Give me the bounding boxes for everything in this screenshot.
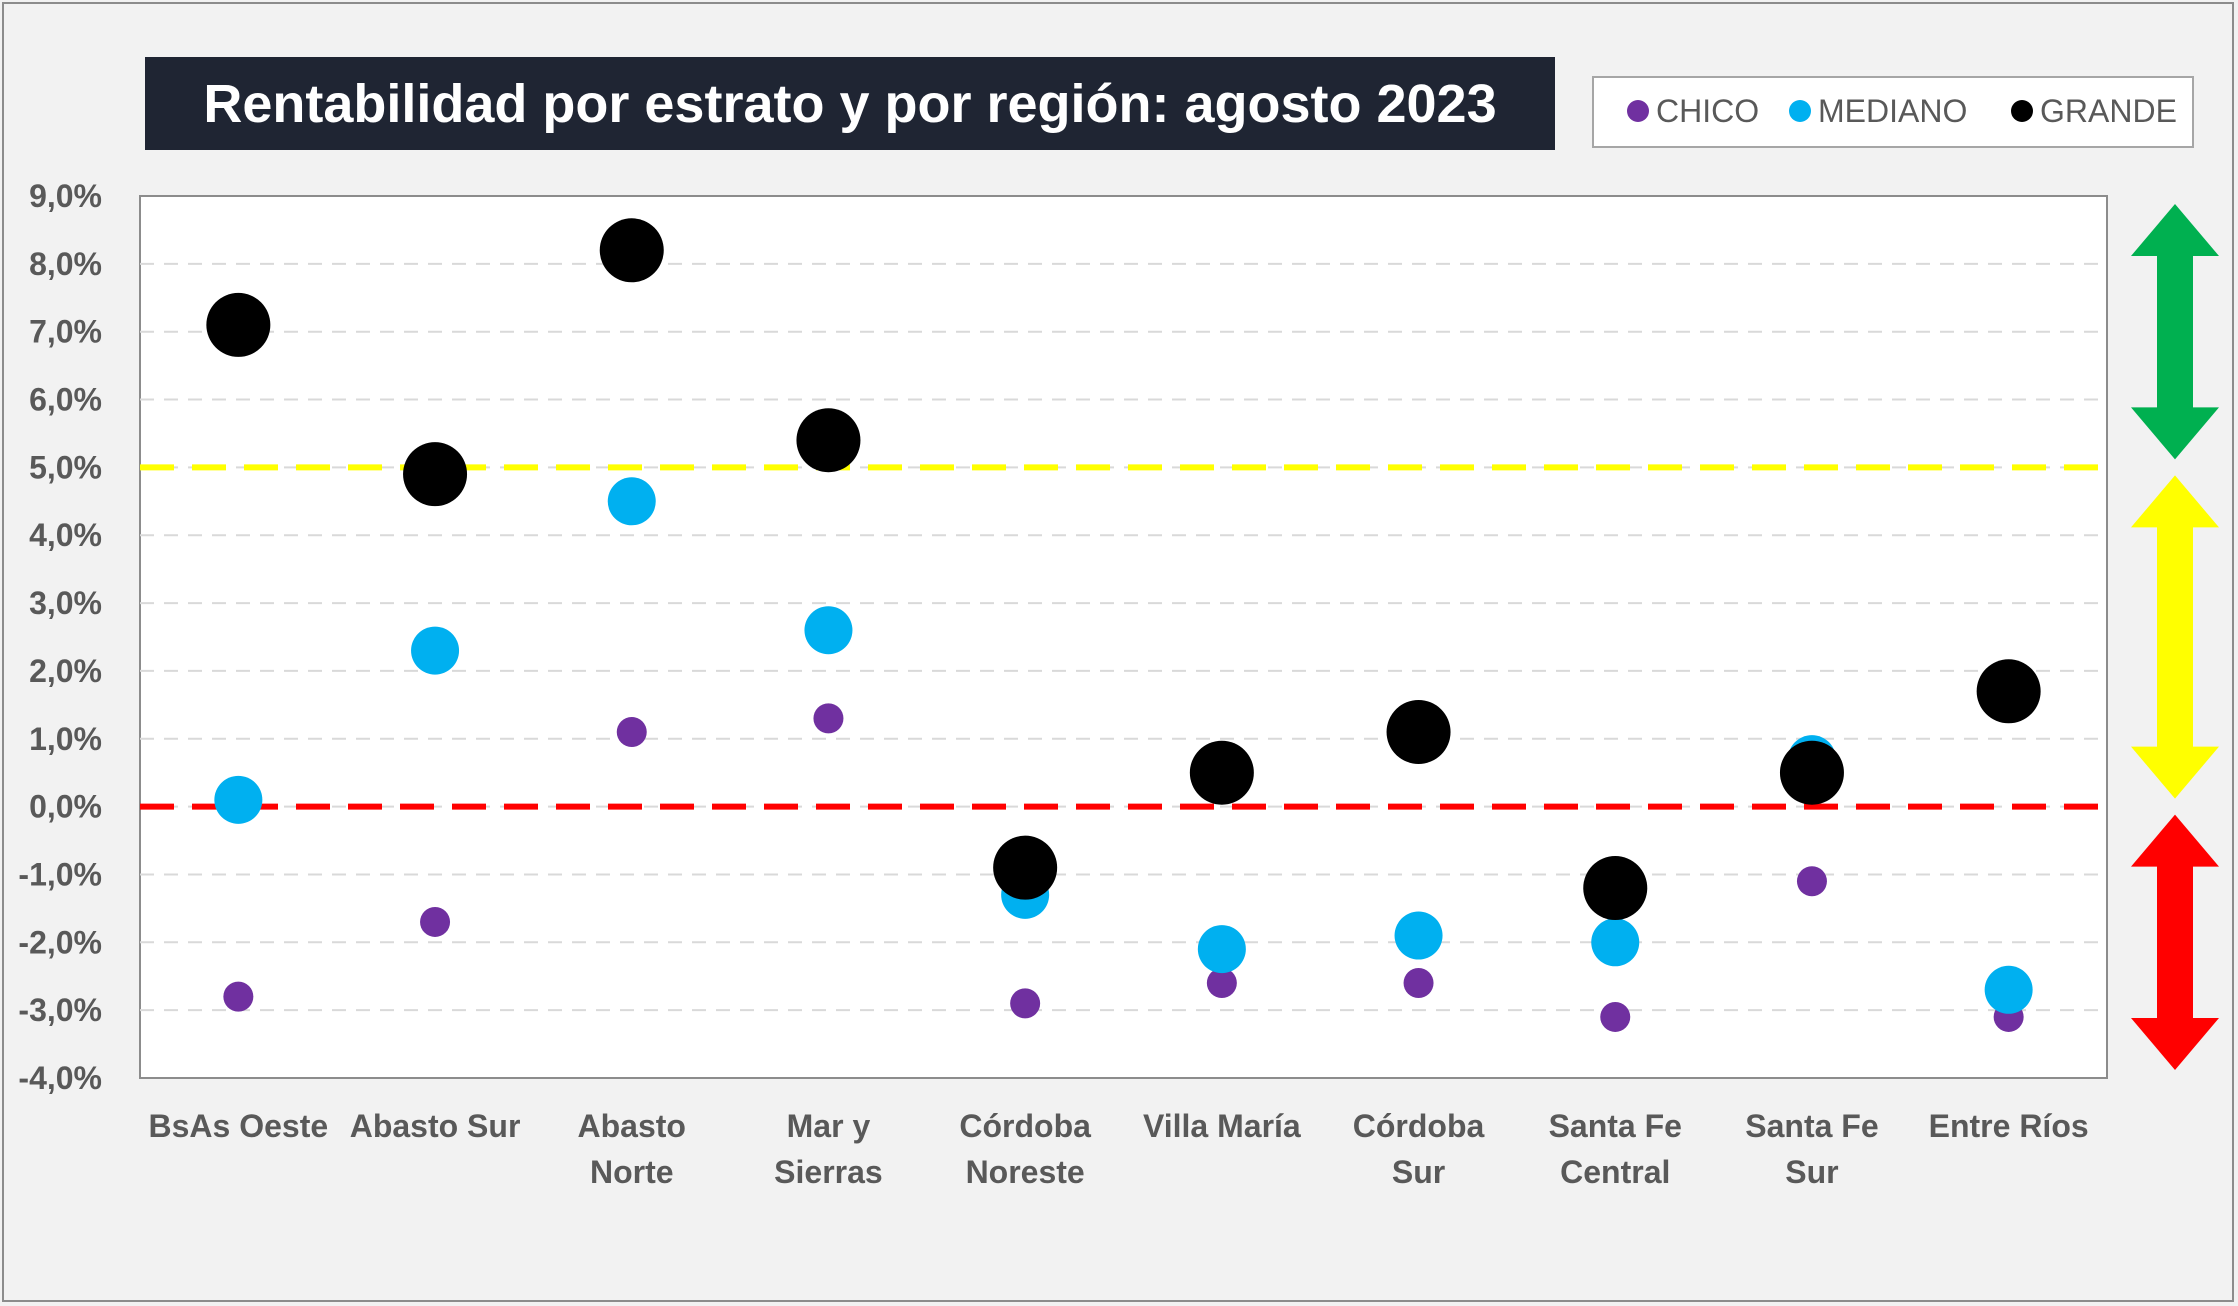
y-tick-label: -1,0%	[18, 856, 102, 892]
legend-label-mediano: MEDIANO	[1818, 93, 1967, 129]
point-mediano	[1197, 925, 1246, 974]
x-category-label: Santa Fe	[1549, 1108, 1682, 1144]
x-category-label: Norte	[590, 1154, 674, 1190]
x-category-label: Mar y	[787, 1108, 871, 1144]
point-grande	[403, 442, 468, 507]
x-category-label: Central	[1560, 1154, 1670, 1190]
x-category-label: Noreste	[966, 1154, 1085, 1190]
zone-arrow	[2131, 475, 2219, 799]
x-category-label: Santa Fe	[1745, 1108, 1878, 1144]
x-category-label: Sur	[1392, 1154, 1445, 1190]
y-tick-label: 9,0%	[29, 178, 102, 214]
x-category-label: BsAs Oeste	[149, 1108, 329, 1144]
point-mediano	[1394, 911, 1443, 960]
y-tick-label: 0,0%	[29, 789, 102, 825]
y-tick-label: 1,0%	[29, 721, 102, 757]
y-tick-label: 8,0%	[29, 246, 102, 282]
plot-area	[139, 195, 2108, 1079]
point-grande	[1386, 699, 1451, 764]
chart-title: Rentabilidad por estrato y por región: a…	[203, 73, 1497, 134]
x-category-label: Entre Ríos	[1929, 1108, 2089, 1144]
point-grande	[599, 218, 664, 283]
point-grande	[1779, 740, 1844, 805]
point-mediano	[411, 626, 460, 675]
point-chico	[813, 703, 844, 734]
y-tick-label: 3,0%	[29, 585, 102, 621]
chart-title-box: Rentabilidad por estrato y por región: a…	[145, 57, 1555, 150]
legend-marker-grande	[2011, 100, 2033, 122]
point-grande	[1189, 740, 1254, 805]
chart-legend	[1592, 76, 2194, 148]
point-chico	[1796, 866, 1827, 897]
x-category-label: Villa María	[1143, 1108, 1301, 1144]
point-chico	[1206, 968, 1237, 999]
point-mediano	[214, 775, 263, 824]
point-grande	[206, 292, 271, 357]
y-tick-label: 7,0%	[29, 314, 102, 350]
x-category-label: Sierras	[774, 1154, 883, 1190]
point-mediano	[1591, 918, 1640, 967]
point-grande	[796, 408, 861, 473]
x-category-label: Córdoba	[959, 1108, 1091, 1144]
zone-arrow	[2131, 814, 2219, 1070]
point-mediano	[1984, 965, 2033, 1014]
y-tick-label: 4,0%	[29, 517, 102, 553]
point-chico	[420, 906, 451, 937]
zone-arrow	[2131, 204, 2219, 460]
point-chico	[1010, 988, 1041, 1019]
point-grande	[1583, 856, 1648, 921]
point-grande	[1976, 659, 2041, 724]
y-tick-label: 5,0%	[29, 449, 102, 485]
y-tick-label: -3,0%	[18, 992, 102, 1028]
x-category-label: Córdoba	[1353, 1108, 1485, 1144]
x-category-label: Abasto	[578, 1108, 686, 1144]
y-tick-label: 2,0%	[29, 653, 102, 689]
point-chico	[616, 716, 647, 747]
x-category-label: Sur	[1785, 1154, 1838, 1190]
legend-marker-chico	[1627, 100, 1649, 122]
y-tick-label: 6,0%	[29, 382, 102, 418]
x-category-label: Abasto Sur	[350, 1108, 521, 1144]
y-tick-label: -2,0%	[18, 924, 102, 960]
legend-label-grande: GRANDE	[2040, 93, 2177, 129]
point-grande	[993, 835, 1058, 900]
point-mediano	[607, 477, 656, 526]
y-tick-label: -4,0%	[18, 1060, 102, 1096]
legend-marker-mediano	[1789, 100, 1811, 122]
point-chico	[223, 981, 254, 1012]
point-chico	[1403, 968, 1434, 999]
point-mediano	[804, 606, 853, 655]
legend-label-chico: CHICO	[1656, 93, 1759, 129]
point-chico	[1600, 1001, 1631, 1032]
